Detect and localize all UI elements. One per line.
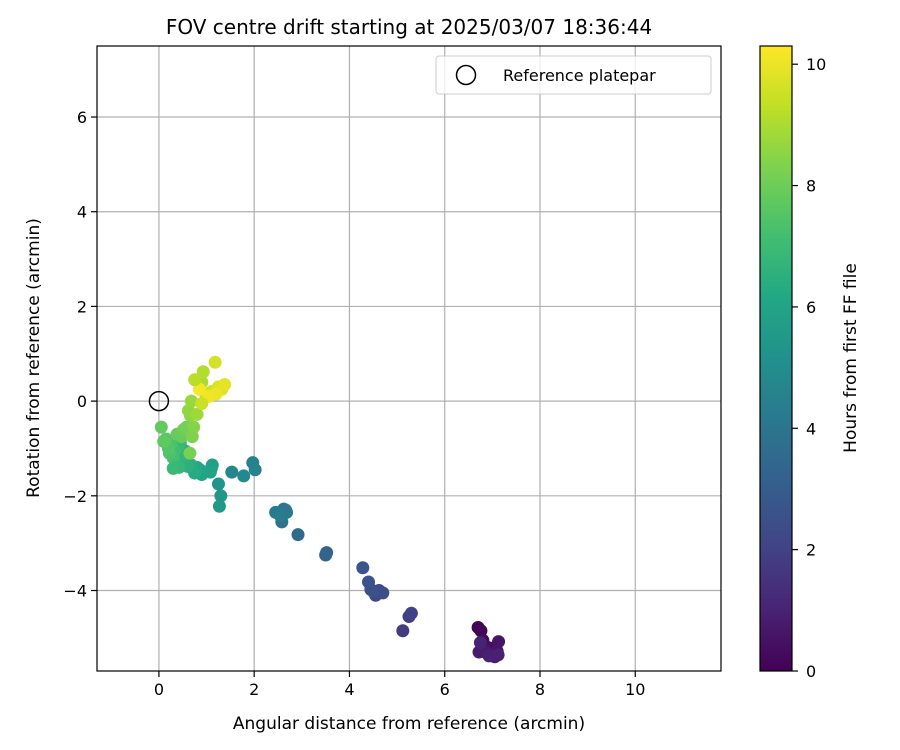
scatter-point	[218, 378, 232, 392]
x-tick-label: 10	[625, 680, 645, 699]
colorbar-tick-label: 4	[806, 419, 816, 438]
colorbar-tick-label: 8	[806, 177, 816, 196]
scatter-point	[492, 635, 506, 649]
y-tick-label: 0	[77, 392, 87, 411]
scatter-point	[183, 446, 197, 460]
y-tick-label: 6	[77, 108, 87, 127]
scatter-point	[188, 373, 202, 387]
scatter-point	[404, 606, 418, 620]
scatter-point	[376, 586, 390, 600]
scatter-point	[166, 461, 180, 475]
y-tick-label: 4	[77, 203, 87, 222]
scatter-point	[248, 463, 262, 477]
scatter-point	[187, 420, 201, 434]
scatter-point	[291, 528, 305, 542]
colorbar-tick-label: 10	[806, 55, 826, 74]
scatter-point	[396, 624, 410, 638]
scatter-point	[491, 648, 505, 662]
scatter-point	[225, 465, 239, 479]
x-tick-label: 4	[344, 680, 354, 699]
x-tick-label: 0	[154, 680, 164, 699]
scatter-points	[154, 355, 506, 664]
y-axis-ticks: −4 −2 0 2 4 6	[63, 108, 97, 601]
scatter-point	[362, 575, 376, 589]
colorbar-ticks: 0 2 4 6 8 10	[792, 55, 826, 681]
colorbar: 0 2 4 6 8 10 Hours from first FF file	[759, 45, 861, 681]
colorbar-tick-label: 0	[806, 662, 816, 681]
scatter-point	[157, 434, 171, 448]
scatter-point	[237, 469, 251, 483]
colorbar-label: Hours from first FF file	[841, 263, 861, 453]
x-axis-ticks: 0 2 4 6 8 10	[154, 671, 645, 699]
x-tick-label: 8	[535, 680, 545, 699]
legend-entry-reference: Reference platepar	[503, 66, 656, 85]
x-tick-label: 6	[440, 680, 450, 699]
y-axis-label: Rotation from reference (arcmin)	[24, 218, 44, 498]
scatter-point	[154, 420, 168, 434]
legend-box	[435, 55, 712, 95]
scatter-point	[190, 407, 204, 421]
scatter-point	[212, 499, 226, 513]
plot-frame	[96, 45, 722, 672]
scatter-point	[273, 509, 287, 523]
scatter-point	[196, 365, 210, 379]
grid-lines	[97, 46, 721, 671]
colorbar-tick-label: 6	[806, 298, 816, 317]
scatter-point	[195, 396, 209, 410]
scatter-point	[356, 561, 370, 575]
legend-marker-icon	[455, 64, 477, 86]
x-axis-label: Angular distance from reference (arcmin)	[233, 714, 585, 734]
scatter-point	[211, 477, 225, 491]
legend: Reference platepar	[435, 55, 712, 95]
scatter-point	[184, 394, 198, 408]
y-tick-label: −4	[63, 582, 87, 601]
y-tick-label: 2	[77, 297, 87, 316]
x-tick-label: 2	[249, 680, 259, 699]
colorbar-tick-label: 2	[806, 541, 816, 560]
y-tick-label: −2	[63, 487, 87, 506]
scatter-point	[319, 548, 333, 562]
colorbar-gradient	[759, 45, 793, 672]
scatter-point	[208, 355, 222, 369]
scatter-point	[473, 636, 487, 650]
chart-title: FOV centre drift starting at 2025/03/07 …	[166, 15, 652, 39]
scatter-point	[214, 489, 228, 503]
reference-platepar-marker	[148, 390, 170, 412]
